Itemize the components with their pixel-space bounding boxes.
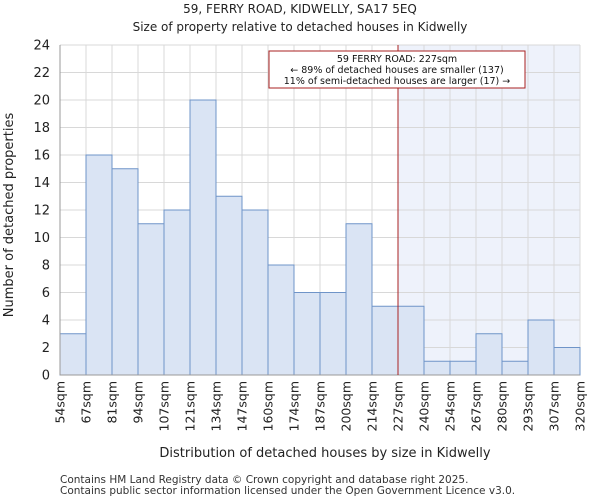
bar-107sqm xyxy=(163,209,191,376)
x-tick-label: 147sqm xyxy=(235,381,250,431)
x-tick-label: 214sqm xyxy=(365,381,380,431)
bar-267sqm xyxy=(475,333,503,376)
bar-81sqm xyxy=(111,168,139,376)
marker-annotation-box xyxy=(268,50,526,89)
marker-annotation-line1: 59 FERRY ROAD: 227sqm xyxy=(337,54,457,65)
x-tick-label: 280sqm xyxy=(495,381,510,431)
x-tick-label: 107sqm xyxy=(157,381,172,431)
bar-160sqm xyxy=(267,264,295,376)
chart-title-line2: Size of property relative to detached ho… xyxy=(133,20,468,34)
chart-title-line1: 59, FERRY ROAD, KIDWELLY, SA17 5EQ xyxy=(183,2,417,16)
x-tick-label: 134sqm xyxy=(209,381,224,431)
bar-174sqm xyxy=(293,292,321,376)
y-tick-label: 4 xyxy=(42,314,50,329)
footer-line2: Contains public sector information licen… xyxy=(60,485,515,497)
y-tick-label: 6 xyxy=(42,286,50,301)
x-tick-label: 200sqm xyxy=(339,381,354,431)
x-tick-label: 240sqm xyxy=(417,381,432,431)
bar-67sqm xyxy=(85,154,113,376)
x-tick-label: 67sqm xyxy=(79,381,94,424)
bar-307sqm xyxy=(553,347,581,376)
x-tick-label: 160sqm xyxy=(261,381,276,431)
x-tick-label: 307sqm xyxy=(547,381,562,431)
bar-147sqm xyxy=(241,209,269,376)
x-tick-label: 174sqm xyxy=(287,381,302,431)
y-axis-label: Number of detached properties xyxy=(2,113,17,318)
x-tick-label: 267sqm xyxy=(469,381,484,431)
bar-187sqm xyxy=(319,292,347,376)
bar-280sqm xyxy=(501,360,529,376)
x-tick-label: 187sqm xyxy=(313,381,328,431)
y-tick-label: 16 xyxy=(33,149,50,164)
x-tick-label: 81sqm xyxy=(105,381,120,424)
x-tick-label: 54sqm xyxy=(53,381,68,424)
bar-240sqm xyxy=(423,360,451,376)
y-tick-label: 2 xyxy=(42,341,50,356)
x-tick-label: 254sqm xyxy=(443,381,458,431)
y-tick-label: 14 xyxy=(33,176,50,191)
y-tick-label: 18 xyxy=(33,121,50,136)
bar-200sqm xyxy=(345,223,373,376)
y-tick-label: 10 xyxy=(33,231,50,246)
y-tick-label: 0 xyxy=(42,369,50,384)
bar-214sqm xyxy=(371,305,399,376)
x-tick-label: 227sqm xyxy=(391,381,406,431)
marker-annotation-line2: ← 89% of detached houses are smaller (13… xyxy=(290,65,503,76)
x-tick-label: 293sqm xyxy=(521,381,536,431)
x-tick-label: 320sqm xyxy=(573,381,588,431)
bar-293sqm xyxy=(527,319,555,376)
marker-annotation-line3: 11% of semi-detached houses are larger (… xyxy=(284,76,511,87)
x-tick-label: 94sqm xyxy=(131,381,146,424)
y-tick-label: 8 xyxy=(42,259,50,274)
footer-line1: Contains HM Land Registry data © Crown c… xyxy=(60,474,468,486)
y-tick-label: 12 xyxy=(33,204,50,219)
bar-227sqm xyxy=(397,305,425,376)
y-tick-label: 22 xyxy=(33,66,50,81)
bar-94sqm xyxy=(137,223,165,376)
bar-254sqm xyxy=(449,360,477,376)
bar-134sqm xyxy=(215,195,243,376)
y-tick-label: 20 xyxy=(33,94,50,109)
x-axis-label: Distribution of detached houses by size … xyxy=(159,446,490,461)
y-tick-label: 24 xyxy=(33,39,50,54)
bar-121sqm xyxy=(189,99,217,376)
x-tick-label: 121sqm xyxy=(183,381,198,431)
bar-54sqm xyxy=(59,333,87,376)
